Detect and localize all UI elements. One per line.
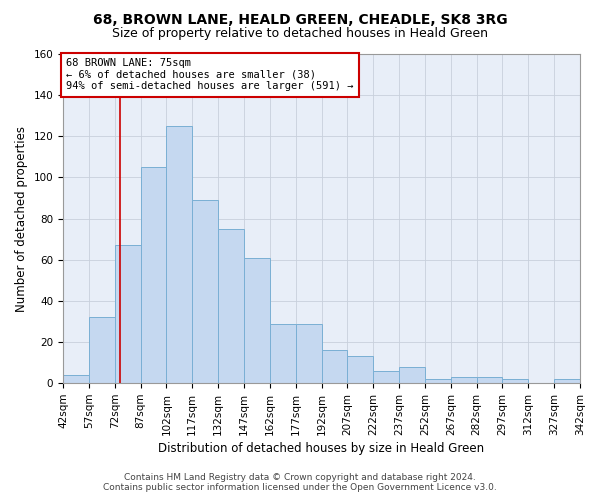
Bar	[296, 324, 322, 383]
Bar	[244, 258, 270, 383]
Bar	[166, 126, 192, 383]
Bar	[218, 229, 244, 383]
Bar	[89, 318, 115, 383]
Bar	[373, 371, 399, 383]
Bar	[502, 379, 529, 383]
Text: Contains HM Land Registry data © Crown copyright and database right 2024.
Contai: Contains HM Land Registry data © Crown c…	[103, 473, 497, 492]
Bar	[322, 350, 347, 383]
Bar	[347, 356, 373, 383]
Bar	[399, 366, 425, 383]
Bar	[554, 379, 580, 383]
Bar	[63, 375, 89, 383]
Bar	[476, 377, 502, 383]
Bar	[451, 377, 476, 383]
Bar	[192, 200, 218, 383]
Y-axis label: Number of detached properties: Number of detached properties	[15, 126, 28, 312]
Bar	[425, 379, 451, 383]
Text: 68 BROWN LANE: 75sqm
← 6% of detached houses are smaller (38)
94% of semi-detach: 68 BROWN LANE: 75sqm ← 6% of detached ho…	[67, 58, 354, 92]
Bar	[140, 167, 166, 383]
Text: 68, BROWN LANE, HEALD GREEN, CHEADLE, SK8 3RG: 68, BROWN LANE, HEALD GREEN, CHEADLE, SK…	[92, 12, 508, 26]
Text: Size of property relative to detached houses in Heald Green: Size of property relative to detached ho…	[112, 28, 488, 40]
Bar	[115, 246, 140, 383]
X-axis label: Distribution of detached houses by size in Heald Green: Distribution of detached houses by size …	[158, 442, 485, 455]
Bar	[270, 324, 296, 383]
